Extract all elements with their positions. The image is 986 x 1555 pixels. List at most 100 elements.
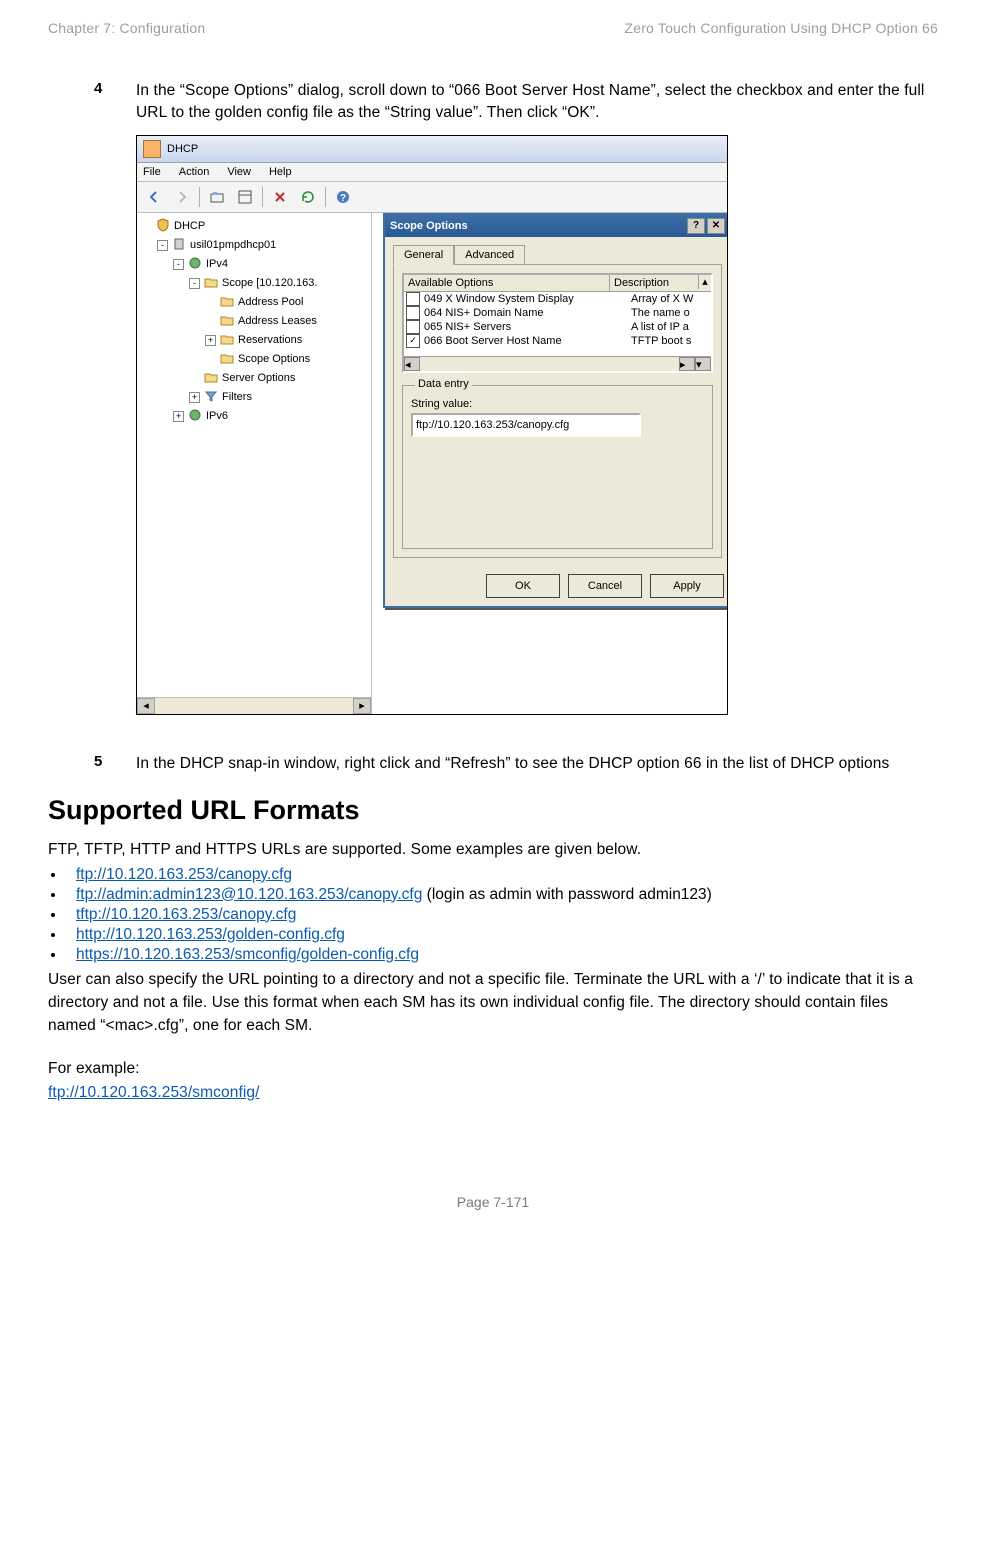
tree-pane: DHCP -usil01pmpdhcp01-IPv4-Scope [10.120.… <box>137 213 372 714</box>
example-url-link[interactable]: ftp://10.120.163.253/smconfig/ <box>48 1084 260 1101</box>
url-link[interactable]: http://10.120.163.253/golden-config.cfg <box>76 926 345 943</box>
dialog-tabs: General Advanced <box>393 245 722 265</box>
tree-label: usil01pmpdhcp01 <box>190 239 276 251</box>
col-description[interactable]: Description <box>610 275 698 291</box>
tree-item[interactable]: +Filters <box>141 388 371 407</box>
option-row[interactable]: ✓066 Boot Server Host NameTFTP boot s <box>404 334 711 348</box>
refresh-button[interactable] <box>295 185 321 209</box>
dhcp-screenshot: DHCP File Action View Help ? DHCP -usil01… <box>136 135 728 715</box>
list-scrollbar[interactable]: ◂ ▸ ▾ <box>404 356 711 371</box>
tree-item[interactable]: Address Pool <box>141 293 371 312</box>
menu-help[interactable]: Help <box>269 166 292 178</box>
tree-item[interactable]: Address Leases <box>141 312 371 331</box>
options-listbox: Available Options Description ▴ 049 X Wi… <box>402 273 713 373</box>
tree-label: Address Pool <box>238 296 303 308</box>
server-icon <box>172 237 186 254</box>
fieldset-legend: Data entry <box>415 378 472 390</box>
string-value-input[interactable] <box>411 413 641 437</box>
dialog-title: Scope Options <box>390 220 468 232</box>
dialog-buttons: OK Cancel Apply <box>385 566 727 606</box>
up-button[interactable] <box>204 185 230 209</box>
url-list-item: https://10.120.163.253/smconfig/golden-c… <box>66 946 938 964</box>
option-row[interactable]: 065 NIS+ ServersA list of IP a <box>404 320 711 334</box>
option-name: 066 Boot Server Host Name <box>424 335 631 347</box>
tree-item[interactable]: Scope Options <box>141 350 371 369</box>
option-name: 049 X Window System Display <box>424 293 631 305</box>
tree-label: Server Options <box>222 372 295 384</box>
url-link[interactable]: ftp://admin:admin123@10.120.163.253/cano… <box>76 886 422 903</box>
col-available-options[interactable]: Available Options <box>404 275 610 291</box>
url-list-item: ftp://admin:admin123@10.120.163.253/cano… <box>66 886 938 904</box>
back-button[interactable] <box>141 185 167 209</box>
list-header: Available Options Description ▴ <box>404 275 711 292</box>
tree-label: Filters <box>222 391 252 403</box>
option-checkbox[interactable] <box>406 306 420 320</box>
tab-content: Available Options Description ▴ 049 X Wi… <box>393 264 722 558</box>
tree-label: DHCP <box>174 220 205 232</box>
ok-button[interactable]: OK <box>486 574 560 598</box>
tree-item[interactable]: -Scope [10.120.163. <box>141 274 371 293</box>
dhcp-icon <box>143 140 161 158</box>
tree-label: Reservations <box>238 334 302 346</box>
url-link[interactable]: tftp://10.120.163.253/canopy.cfg <box>76 906 296 923</box>
menu-file[interactable]: File <box>143 166 161 178</box>
step-4-text: In the “Scope Options” dialog, scroll do… <box>136 80 938 125</box>
forward-button[interactable] <box>169 185 195 209</box>
tree-item[interactable]: DHCP <box>141 217 371 236</box>
tree-item[interactable]: Server Options <box>141 369 371 388</box>
url-link[interactable]: ftp://10.120.163.253/canopy.cfg <box>76 866 292 883</box>
dialog-titlebar: Scope Options ? ✕ <box>385 215 727 237</box>
step-5: 5 In the DHCP snap-in window, right clic… <box>48 753 938 775</box>
window-title: DHCP <box>167 143 198 155</box>
scroll-left-icon[interactable]: ◂ <box>404 357 420 371</box>
help-button[interactable]: ? <box>330 185 356 209</box>
url-list: ftp://10.120.163.253/canopy.cfg ftp://adm… <box>48 866 938 964</box>
scope-options-dialog: Scope Options ? ✕ General Advanced <box>383 213 727 608</box>
paragraph-intro: FTP, TFTP, HTTP and HTTPS URLs are suppo… <box>48 838 938 861</box>
svg-text:?: ? <box>340 193 346 204</box>
scroll-right-icon[interactable]: ▸ <box>353 698 371 714</box>
tree-label: Scope [10.120.163. <box>222 277 317 289</box>
option-checkbox[interactable] <box>406 292 420 306</box>
tab-advanced[interactable]: Advanced <box>454 245 525 265</box>
step-4-number: 4 <box>48 80 136 125</box>
menu-view[interactable]: View <box>227 166 251 178</box>
option-checkbox[interactable]: ✓ <box>406 334 420 348</box>
ipv4-icon <box>188 256 202 273</box>
page-header: Chapter 7: Configuration Zero Touch Conf… <box>48 20 938 36</box>
url-list-item: http://10.120.163.253/golden-config.cfg <box>66 926 938 944</box>
tree-item[interactable]: -IPv4 <box>141 255 371 274</box>
properties-button[interactable] <box>232 185 258 209</box>
sort-arrow-icon[interactable]: ▴ <box>698 275 711 289</box>
tree-item[interactable]: +IPv6 <box>141 407 371 426</box>
window-titlebar: DHCP <box>137 136 727 163</box>
url-link[interactable]: https://10.120.163.253/smconfig/golden-c… <box>76 946 419 963</box>
option-name: 064 NIS+ Domain Name <box>424 307 631 319</box>
folder-icon <box>220 332 234 349</box>
tree-item[interactable]: -usil01pmpdhcp01 <box>141 236 371 255</box>
close-icon[interactable]: ✕ <box>707 218 725 234</box>
delete-button[interactable] <box>267 185 293 209</box>
scroll-right-icon[interactable]: ▸ <box>679 357 695 371</box>
scroll-left-icon[interactable]: ◂ <box>137 698 155 714</box>
heading-supported-url-formats: Supported URL Formats <box>48 795 938 826</box>
cancel-button[interactable]: Cancel <box>568 574 642 598</box>
menu-action[interactable]: Action <box>179 166 210 178</box>
apply-button[interactable]: Apply <box>650 574 724 598</box>
tree-label: IPv6 <box>206 410 228 422</box>
toolbar-separator <box>262 187 263 207</box>
help-icon[interactable]: ? <box>687 218 705 234</box>
folder-icon <box>204 275 218 292</box>
page-footer: Page 7-171 <box>48 1194 938 1210</box>
option-name: 065 NIS+ Servers <box>424 321 631 333</box>
option-checkbox[interactable] <box>406 320 420 334</box>
menubar: File Action View Help <box>137 163 727 182</box>
toolbar: ? <box>137 182 727 213</box>
tree-item[interactable]: +Reservations <box>141 331 371 350</box>
option-row[interactable]: 049 X Window System DisplayArray of X W <box>404 292 711 306</box>
tab-general[interactable]: General <box>393 245 454 265</box>
option-row[interactable]: 064 NIS+ Domain NameThe name o <box>404 306 711 320</box>
step-5-number: 5 <box>48 753 136 775</box>
tree-scrollbar[interactable]: ◂ ▸ <box>137 697 371 714</box>
scroll-down-icon[interactable]: ▾ <box>695 357 711 371</box>
